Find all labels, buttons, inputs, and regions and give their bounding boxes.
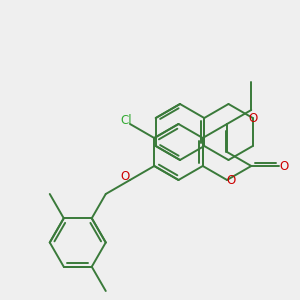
Text: O: O [120, 170, 130, 184]
Text: O: O [248, 112, 257, 124]
Text: O: O [226, 173, 236, 187]
Text: Cl: Cl [120, 113, 132, 127]
Text: O: O [280, 160, 289, 172]
